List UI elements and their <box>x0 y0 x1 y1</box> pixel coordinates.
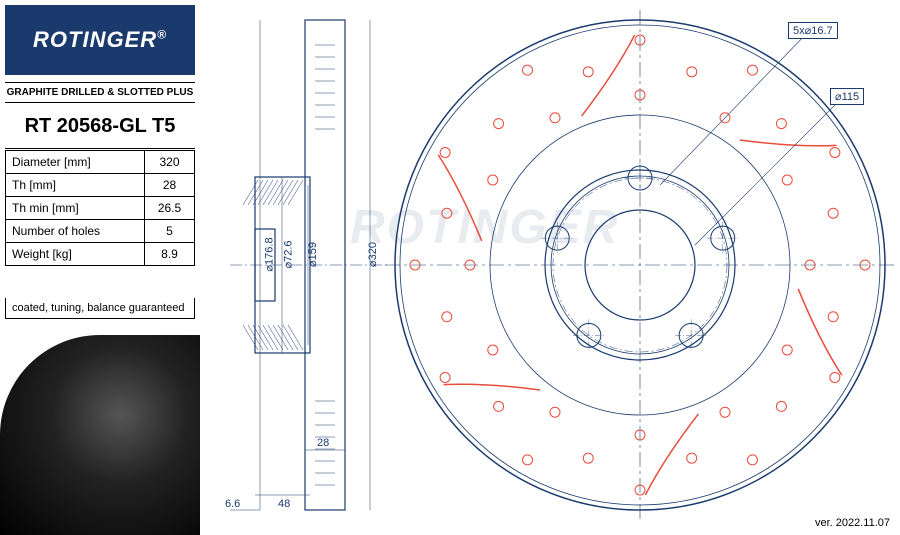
dim-d159: ⌀159 <box>306 242 319 267</box>
callout-bolt-pattern: 5x⌀16.7 <box>788 22 838 39</box>
dim-d176-8: ⌀176.8 <box>263 237 276 271</box>
dim-width48: 48 <box>278 498 290 510</box>
version-label: ver. 2022.11.07 <box>815 517 890 529</box>
dim-th28: 28 <box>317 437 329 449</box>
dim-d72-6: ⌀72.6 <box>282 240 295 268</box>
technical-drawing <box>0 0 900 534</box>
callout-hub-dia: ⌀115 <box>830 88 864 105</box>
dim-d320: ⌀320 <box>366 242 379 267</box>
dim-offset6-6: 6.6 <box>225 498 240 510</box>
